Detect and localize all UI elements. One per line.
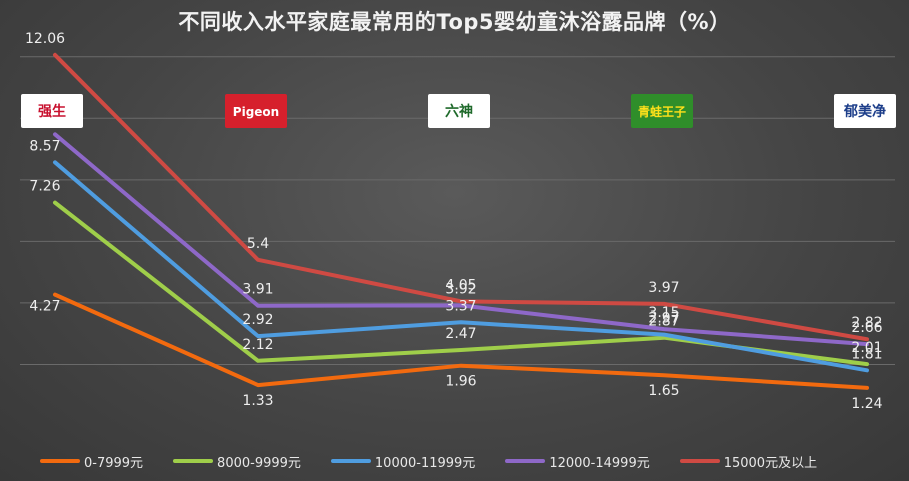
data-label-s4-p2: 4.05: [445, 277, 476, 293]
legend-item-1: 8000-9999元: [173, 452, 301, 471]
legend-item-3: 12000-14999元: [505, 452, 650, 471]
series-line-3: [53, 132, 869, 347]
chart-title: 不同收入水平家庭最常用的Top5婴幼童沐浴露品牌（%）: [178, 10, 731, 34]
data-label-s1-p1: 2.12: [242, 337, 273, 353]
legend-swatch-0: [40, 459, 80, 463]
brand-logo-0: 强生: [21, 94, 83, 128]
legend-item-4: 15000元及以上: [679, 452, 818, 471]
data-label-s2-p3: 2.97: [648, 311, 679, 327]
brand-logo-text-0: 强生: [38, 103, 66, 120]
brand-logo-2: 六神: [428, 94, 490, 128]
data-label-s3-p4: 2.66: [851, 320, 882, 336]
legend-swatch-2: [330, 459, 371, 463]
data-label-s1-p0: 7.26: [29, 179, 60, 195]
series-line-0: [53, 292, 869, 390]
data-label-s0-p4: 1.24: [851, 396, 882, 412]
data-label-s0-p2: 1.96: [445, 374, 476, 390]
data-label-s3-p1: 3.91: [242, 282, 273, 298]
data-label-s1-p2: 2.47: [445, 326, 476, 342]
data-label-s4-p4: 2.82: [851, 315, 882, 331]
legend-label-0: 0-7999元: [84, 455, 144, 471]
data-label-s0-p1: 1.33: [242, 393, 273, 409]
series-line-2: [53, 160, 869, 373]
data-label-s2-p1: 2.92: [242, 312, 273, 328]
brand-logo-4: 郁美净: [834, 94, 896, 128]
brand-logo-text-1: Pigeon: [233, 105, 279, 119]
data-label-s0-p0: 4.27: [29, 299, 60, 315]
brand-logo-text-4: 郁美净: [843, 103, 886, 120]
brand-logo-text-2: 六神: [445, 103, 473, 120]
data-label-s2-p2: 3.37: [445, 298, 476, 314]
brand-logo-3: 青蛙王子: [631, 94, 693, 128]
legend-item-2: 10000-11999元: [330, 452, 476, 471]
brand-logo-text-3: 青蛙王子: [638, 104, 686, 119]
legend-label-4: 15000元及以上: [723, 455, 818, 471]
data-label-s3-p2: 3.92: [445, 281, 476, 297]
legend-label-2: 10000-11999元: [374, 455, 476, 471]
series-line-4: [53, 52, 869, 342]
data-label-s1-p3: 2.87: [648, 314, 679, 330]
data-label-s4-p1: 5.4: [247, 236, 269, 252]
data-label-s4-p0: 12.06: [25, 31, 65, 47]
brand-logo-1: Pigeon: [225, 94, 287, 128]
legend-label-3: 12000-14999元: [549, 455, 650, 471]
legend-swatch-4: [679, 459, 720, 463]
data-label-s3-p3: 3.15: [648, 305, 679, 321]
data-label-s2-p4: 1.81: [851, 346, 882, 362]
legend-swatch-3: [505, 459, 546, 463]
data-label-s2-p0: 8.57: [29, 138, 60, 154]
legend: 0-7999元 8000-9999元 10000-11999元 12000-14999…: [40, 448, 890, 474]
data-label-s1-p4: 2.01: [851, 340, 882, 356]
legend-item-0: 0-7999元: [40, 452, 143, 471]
data-label-s4-p3: 3.97: [648, 280, 679, 296]
data-label-s0-p3: 1.65: [648, 383, 679, 399]
legend-swatch-1: [173, 459, 214, 463]
legend-label-1: 8000-9999元: [217, 455, 301, 471]
